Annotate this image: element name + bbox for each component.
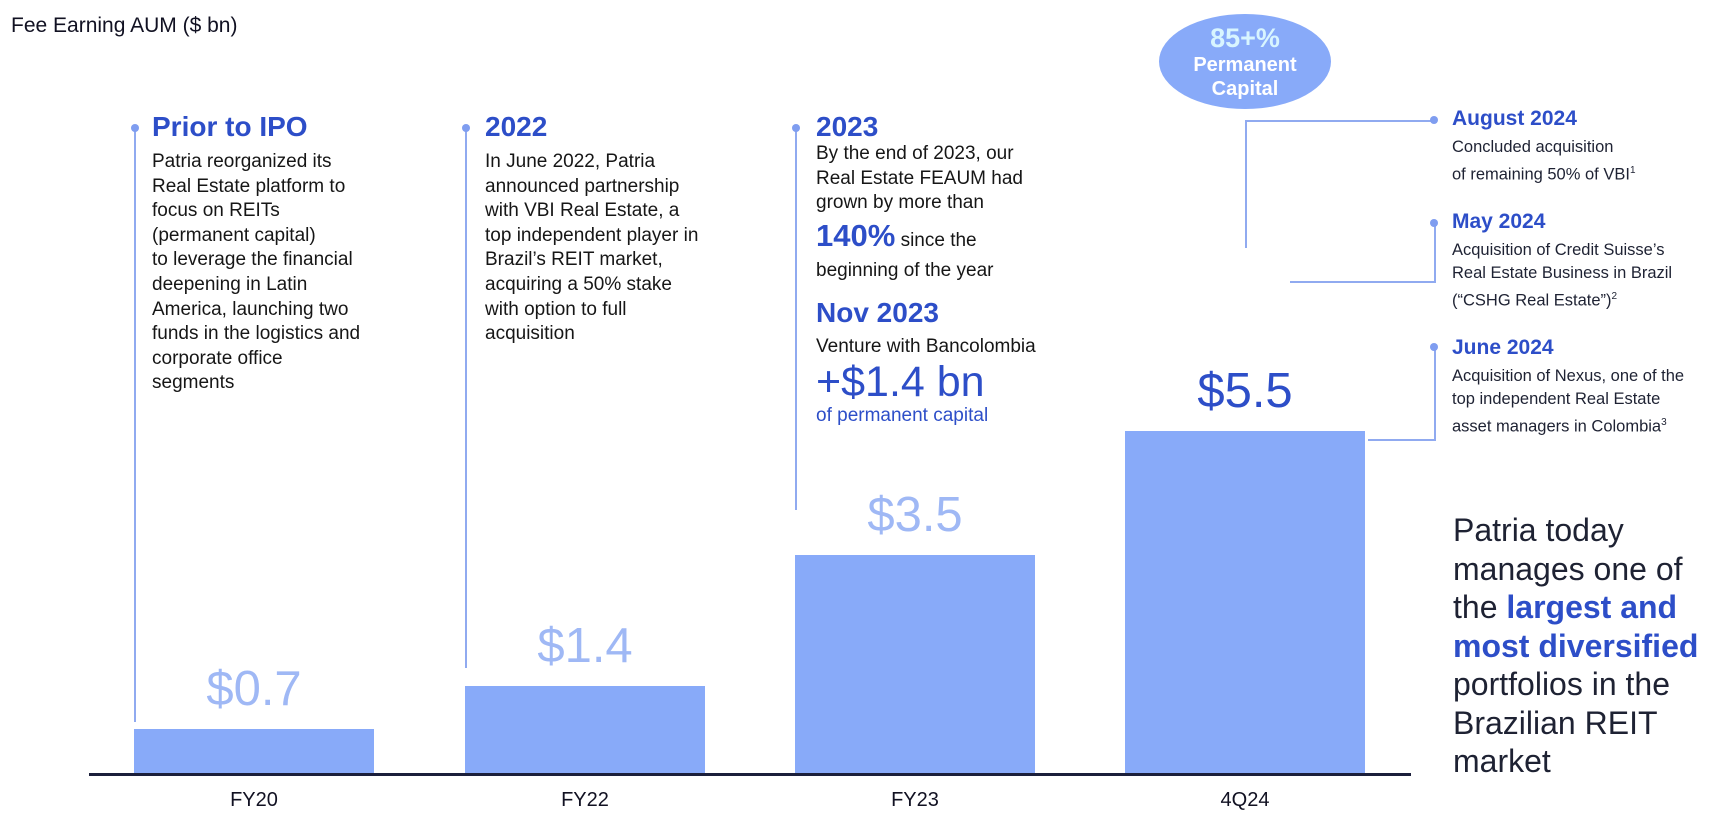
x-axis-baseline [89,773,1411,776]
connector-june-2024-vertical [1434,347,1436,441]
value-label-fy20: $0.7 [206,662,302,716]
era-heading-2022: 2022 [485,111,548,142]
timeline-line-2023 [795,128,797,510]
growth-percent: 140% [816,217,896,253]
event-body-august-2024: Concluded acquisition of remaining 50% o… [1452,138,1636,184]
bar-4q24 [1125,431,1365,773]
event-heading-june-2024: June 2024 [1452,336,1554,359]
bar-fy22 [465,686,705,773]
closing-emphasis: largest and most diversified [1453,589,1699,664]
timeline-line-prior-to-ipo [134,128,136,722]
event-body-may-2024: Acquisition of Credit Suisse’s Real Esta… [1452,241,1673,310]
connector-may-2024-vertical [1434,224,1436,283]
connector-may-2024 [1290,281,1435,283]
timeline-line-2022 [465,128,467,668]
era-heading-prior-to-ipo: Prior to IPO [152,111,308,142]
event-heading-august-2024: August 2024 [1452,107,1577,130]
x-tick-fy22: FY22 [561,789,609,811]
x-tick-fy23: FY23 [891,789,939,811]
x-tick-4q24: 4Q24 [1220,789,1270,811]
bar-fy20 [134,729,374,773]
bar-fy23 [795,555,1035,773]
era-body-2023: By the end of 2023, our Real Estate FEAUM… [816,142,1076,429]
era-heading-2023: 2023 [816,111,879,142]
event-dot-june-2024 [1430,343,1438,351]
timeline-dot-prior-to-ipo [131,124,139,132]
value-label-4q24: $5.5 [1197,364,1293,418]
chart-title: Fee Earning AUM ($ bn) [11,14,238,37]
event-body-june-2024: Acquisition of Nexus, one of the top ind… [1452,367,1685,436]
permanent-capital-badge: 85+% Permanent Capital [1159,14,1331,109]
era-body-prior-to-ipo: Patria reorganized its Real Estate platfo… [152,151,361,394]
event-dot-may-2024 [1430,219,1438,227]
timeline-dot-2023 [792,124,800,132]
bancolombia-amount: +$1.4 bn [816,357,985,406]
closing-statement: Patria today manages one of the largest … [1453,512,1699,779]
value-label-fy22: $1.4 [537,619,633,673]
timeline-dot-2022 [462,124,470,132]
connector-august-2024 [1245,120,1435,122]
connector-badge-line [1245,121,1247,248]
nov-2023-heading: Nov 2023 [816,297,939,329]
era-body-2022: In June 2022, Patria announced partnershi… [485,151,699,345]
x-tick-fy20: FY20 [230,789,278,811]
connector-june-2024 [1368,439,1435,441]
event-dot-august-2024 [1430,116,1438,124]
value-label-fy23: $3.5 [867,488,963,542]
event-heading-may-2024: May 2024 [1452,210,1546,233]
